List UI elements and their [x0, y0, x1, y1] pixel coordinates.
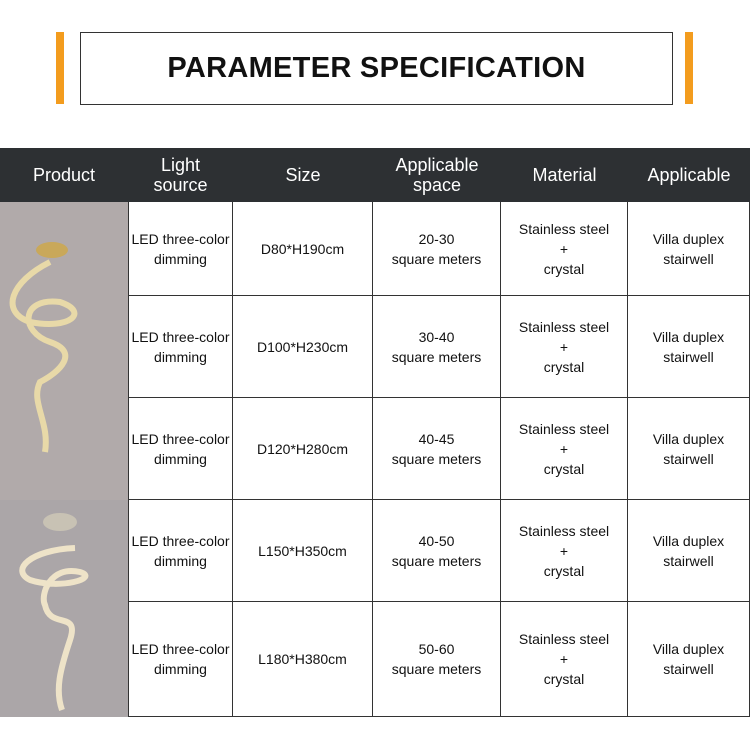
- cell-light: LED three-color dimming: [128, 398, 233, 500]
- cell-material: Stainless steel + crystal: [501, 602, 628, 717]
- table-header: Product Light source Size Applicable space M…: [0, 148, 750, 202]
- cell-material: Stainless steel + crystal: [501, 500, 628, 602]
- header-cell: Applicable space: [395, 155, 479, 195]
- cell-space: 20-30 square meters: [373, 202, 501, 296]
- cell-size: L180*H380cm: [233, 602, 373, 717]
- cell-applicable: Villa duplex stairwell: [628, 398, 750, 500]
- cell-light: LED three-color dimming: [128, 296, 233, 398]
- cell-space: 40-50 square meters: [373, 500, 501, 602]
- cell-size: L150*H350cm: [233, 500, 373, 602]
- cell-material: Stainless steel + crystal: [501, 296, 628, 398]
- cell-light: LED three-color dimming: [128, 602, 233, 717]
- product-image-2: [0, 500, 128, 717]
- product-image-1: [0, 202, 128, 500]
- header-cell: Material: [532, 165, 597, 185]
- cell-material: Stainless steel + crystal: [501, 202, 628, 296]
- cell-applicable: Villa duplex stairwell: [628, 202, 750, 296]
- cell-size: D100*H230cm: [233, 296, 373, 398]
- accent-bar-left: [56, 32, 64, 104]
- cell-size: D120*H280cm: [233, 398, 373, 500]
- header-cell: Applicable: [647, 165, 731, 185]
- accent-bar-right: [685, 32, 693, 104]
- cell-applicable: Villa duplex stairwell: [628, 602, 750, 717]
- cell-applicable: Villa duplex stairwell: [628, 500, 750, 602]
- header-cell: Size: [285, 165, 321, 185]
- cell-space: 50-60 square meters: [373, 602, 501, 717]
- cell-material: Stainless steel + crystal: [501, 398, 628, 500]
- cell-light: LED three-color dimming: [128, 202, 233, 296]
- cell-light: LED three-color dimming: [128, 500, 233, 602]
- cell-space: 30-40 square meters: [373, 296, 501, 398]
- cell-applicable: Villa duplex stairwell: [628, 296, 750, 398]
- header-cell: Light source: [153, 155, 208, 195]
- page-title: PARAMETER SPECIFICATION: [80, 32, 673, 105]
- cell-space: 40-45 square meters: [373, 398, 501, 500]
- header-cell: Product: [32, 165, 96, 185]
- cell-size: D80*H190cm: [233, 202, 373, 296]
